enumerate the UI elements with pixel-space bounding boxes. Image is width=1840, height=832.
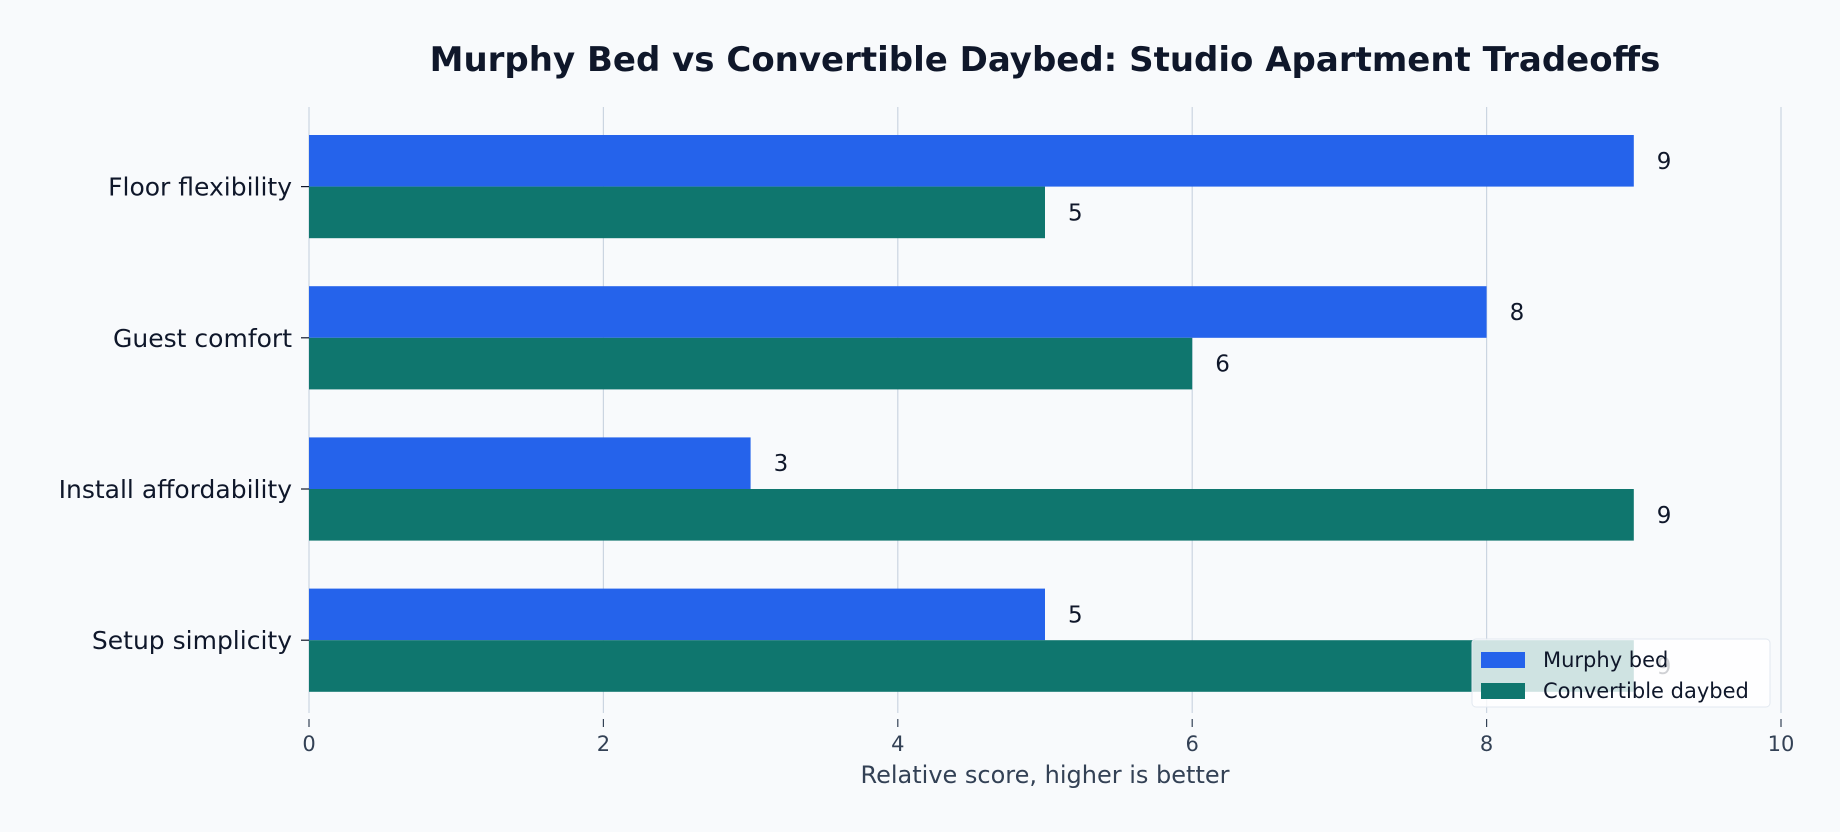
- bar-convertible-daybed: [309, 337, 1193, 390]
- x-tick-label: 8: [1480, 732, 1493, 756]
- x-tick-label: 6: [1186, 732, 1199, 756]
- category-label: Setup simplicity: [92, 626, 292, 655]
- x-tick-label: 4: [891, 732, 904, 756]
- legend-label: Murphy bed: [1543, 648, 1668, 672]
- bar-value-label: 3: [774, 451, 789, 477]
- category-label: Guest comfort: [113, 324, 292, 353]
- category-label: Install affordability: [59, 475, 293, 504]
- bar-value-label: 8: [1510, 300, 1525, 326]
- legend-swatch: [1481, 652, 1525, 668]
- bar-value-label: 9: [1657, 149, 1672, 175]
- category-label: Floor flexibility: [108, 173, 292, 202]
- bar-murphy-bed: [309, 437, 751, 489]
- bar-value-label: 5: [1068, 602, 1083, 628]
- x-axis-label: Relative score, higher is better: [861, 761, 1230, 789]
- x-tick-label: 10: [1768, 732, 1795, 756]
- bar-murphy-bed: [309, 588, 1045, 641]
- chart-title: Murphy Bed vs Convertible Daybed: Studio…: [430, 40, 1661, 80]
- bar-convertible-daybed: [309, 186, 1045, 239]
- bar-value-label: 6: [1215, 352, 1230, 378]
- bar-value-label: 5: [1068, 200, 1083, 226]
- bar-convertible-daybed: [309, 489, 1634, 541]
- y-axis: Floor flexibility Guest comfort Install af…: [59, 173, 309, 655]
- x-tick-label: 2: [597, 732, 610, 756]
- legend: Murphy bed Convertible daybed: [1471, 638, 1771, 708]
- bar-value-label: 9: [1657, 503, 1672, 529]
- x-tick-label: 0: [302, 732, 315, 756]
- bar-murphy-bed: [309, 135, 1634, 187]
- legend-label: Convertible daybed: [1543, 679, 1749, 703]
- legend-box: [1471, 638, 1771, 708]
- bar-murphy-bed: [309, 286, 1487, 338]
- bars: [309, 135, 1634, 692]
- x-axis: 0 2 4 6 8 10: [302, 719, 1794, 756]
- bar-convertible-daybed: [309, 640, 1634, 692]
- legend-swatch: [1481, 683, 1525, 699]
